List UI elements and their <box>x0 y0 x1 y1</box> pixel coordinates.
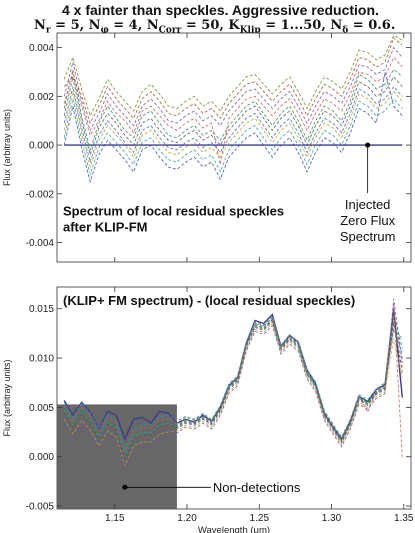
y-tick-label: 0.005 <box>29 403 54 414</box>
series-line <box>63 76 403 157</box>
x-tick-label: 1.25 <box>250 513 270 524</box>
x-tick-label: 1.20 <box>177 513 197 524</box>
y-tick-label: -0.005 <box>26 502 55 513</box>
callout-label: Injected <box>345 197 391 212</box>
series-line <box>63 68 403 152</box>
y-tick-label: -0.004 <box>26 238 55 249</box>
callout-label: Zero Flux <box>340 213 395 228</box>
series-line <box>63 56 403 165</box>
series-line <box>63 319 403 462</box>
series-line <box>63 34 403 117</box>
series-line <box>63 298 403 470</box>
x-tick-label: 1.30 <box>322 513 342 524</box>
series-line <box>63 314 403 451</box>
y-axis-label: Flux (arbitray units) <box>2 359 12 436</box>
x-tick-label: 1.35 <box>394 513 414 524</box>
x-axis-label: Wavelength (μm) <box>198 525 270 533</box>
series-line <box>63 85 403 164</box>
series-line <box>63 317 403 458</box>
x-tick-label: 1.15 <box>105 513 125 524</box>
y-tick-label: 0.000 <box>29 452 54 463</box>
series-line <box>63 303 403 457</box>
series-line <box>63 46 403 132</box>
y-tick-label: 0.000 <box>29 141 54 152</box>
y-axis-label: Flux (arbitray units) <box>2 109 12 186</box>
panel-bottom: -0.005 0.000 0.005 0.010 0.015 1.15 1.20 1.25 1.… <box>2 286 414 533</box>
figure-heading-line1: 4 x fainter than speckles. Aggressive re… <box>62 2 379 18</box>
panel-annotation: after KLIP-FM <box>63 220 148 235</box>
y-tick-label: -0.002 <box>26 189 55 200</box>
y-tick-label: 0.004 <box>29 43 54 54</box>
panel-annotation: (KLIP+ FM spectrum) - (local residual sp… <box>63 293 355 308</box>
series-line <box>63 98 403 176</box>
figure-heading-line2: Nr = 5, Nφ = 4, NCorr = 50, KKlip = 1...… <box>34 18 396 36</box>
panel-annotation: Spectrum of local residual speckles <box>63 204 284 219</box>
series-line <box>63 71 403 184</box>
plot-frame <box>56 32 412 263</box>
callout-label: Spectrum <box>340 229 396 244</box>
y-tick-label: 0.015 <box>29 304 54 315</box>
series-line <box>63 37 403 125</box>
series-line <box>63 322 403 467</box>
callout-label: Non-detections <box>213 480 301 495</box>
series-line <box>63 90 403 169</box>
y-tick-label: 0.002 <box>29 92 54 103</box>
y-tick-label: 0.010 <box>29 354 54 365</box>
panel-top: -0.004 -0.002 0.000 0.002 0.004 Flux (arbitra… <box>2 32 412 263</box>
